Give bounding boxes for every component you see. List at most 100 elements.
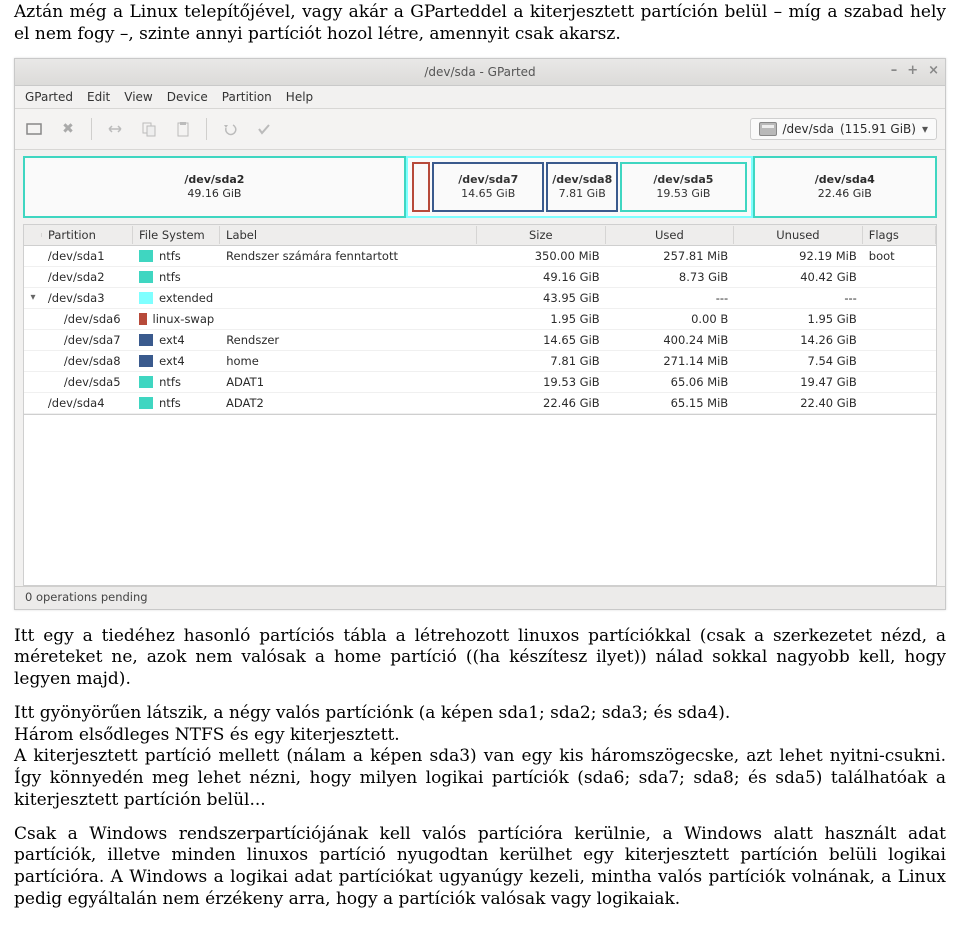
cell-size: 14.65 GiB (477, 331, 606, 349)
cell-filesystem: ext4 (133, 331, 220, 349)
toolbar: ✖ /dev/sda (115.91 GiB) ▾ (15, 109, 945, 150)
table-header-row[interactable]: Partition File System Label Size Used Un… (23, 224, 937, 246)
disk-map-subsegment[interactable] (412, 162, 430, 212)
paragraph: Csak a Windows rendszerpartíciójának kel… (14, 824, 946, 911)
cell-label: home (220, 352, 477, 370)
device-selector[interactable]: /dev/sda (115.91 GiB) ▾ (750, 118, 937, 140)
cell-filesystem: ext4 (133, 352, 220, 370)
table-row[interactable]: /dev/sda5ntfsADAT119.53 GiB65.06 MiB19.4… (24, 372, 936, 393)
cell-size: 22.46 GiB (477, 394, 606, 412)
row-toggle-icon[interactable] (24, 317, 42, 321)
disk-map-subsegment[interactable]: /dev/sda87.81 GiB (546, 162, 618, 212)
table-blank-area (23, 415, 937, 586)
cell-partition: /dev/sda5 (42, 373, 133, 391)
cell-flags (863, 296, 936, 300)
disk-map-subsegment[interactable]: /dev/sda714.65 GiB (432, 162, 544, 212)
row-toggle-icon[interactable] (24, 275, 42, 279)
row-toggle-icon[interactable] (24, 359, 42, 363)
document-text: Aztán még a Linux telepítőjével, vagy ak… (0, 0, 960, 46)
row-toggle-icon[interactable] (24, 380, 42, 384)
menu-partition[interactable]: Partition (222, 90, 272, 104)
maximize-icon[interactable]: + (907, 63, 918, 78)
fs-color-swatch (139, 334, 153, 346)
partition-table: Partition File System Label Size Used Un… (23, 224, 937, 415)
delete-icon[interactable]: ✖ (57, 118, 79, 140)
cell-used: 271.14 MiB (606, 352, 735, 370)
table-row[interactable]: /dev/sda7ext4Rendszer14.65 GiB400.24 MiB… (24, 330, 936, 351)
new-partition-icon[interactable] (23, 118, 45, 140)
undo-icon[interactable] (219, 118, 241, 140)
table-row[interactable]: ▾/dev/sda3extended43.95 GiB------ (24, 288, 936, 309)
cell-label (220, 317, 477, 321)
disk-map-subsegment[interactable]: /dev/sda519.53 GiB (620, 162, 746, 212)
resize-icon[interactable] (104, 118, 126, 140)
toolbar-separator (206, 118, 207, 140)
table-row[interactable]: /dev/sda2ntfs49.16 GiB8.73 GiB40.42 GiB (24, 267, 936, 288)
row-toggle-icon[interactable]: ▾ (24, 290, 42, 305)
status-bar: 0 operations pending (15, 586, 945, 609)
table-row[interactable]: /dev/sda1ntfsRendszer számára fenntartot… (24, 246, 936, 267)
paste-icon[interactable] (172, 118, 194, 140)
menu-help[interactable]: Help (286, 90, 313, 104)
cell-label (220, 275, 477, 279)
col-filesystem[interactable]: File System (133, 226, 220, 244)
chevron-down-icon: ▾ (922, 122, 928, 136)
cell-unused: 22.40 GiB (734, 394, 863, 412)
row-toggle-icon[interactable] (24, 254, 42, 258)
disk-map-segment[interactable]: /dev/sda714.65 GiB/dev/sda87.81 GiB/dev/… (406, 156, 753, 218)
cell-used: 0.00 B (606, 310, 735, 328)
copy-icon[interactable] (138, 118, 160, 140)
disk-map[interactable]: /dev/sda249.16 GiB/dev/sda714.65 GiB/dev… (23, 156, 937, 218)
cell-flags (863, 275, 936, 279)
cell-used: 257.81 MiB (606, 247, 735, 265)
cell-unused: --- (734, 289, 863, 307)
cell-size: 43.95 GiB (477, 289, 606, 307)
gparted-window: /dev/sda - GParted – + × GParted Edit Vi… (14, 58, 946, 610)
col-unused[interactable]: Unused (734, 226, 863, 244)
minimize-icon[interactable]: – (891, 63, 898, 78)
disk-map-segment[interactable]: /dev/sda422.46 GiB (753, 156, 937, 218)
menu-gparted[interactable]: GParted (25, 90, 73, 104)
fs-color-swatch (139, 271, 153, 283)
cell-used: 8.73 GiB (606, 268, 735, 286)
cell-used: --- (606, 289, 735, 307)
col-size[interactable]: Size (477, 226, 606, 244)
cell-partition: /dev/sda1 (42, 247, 133, 265)
cell-used: 400.24 MiB (606, 331, 735, 349)
cell-partition: /dev/sda8 (42, 352, 133, 370)
titlebar[interactable]: /dev/sda - GParted – + × (15, 59, 945, 86)
cell-size: 350.00 MiB (477, 247, 606, 265)
window-title: /dev/sda - GParted (15, 59, 945, 85)
table-row[interactable]: /dev/sda6linux-swap1.95 GiB0.00 B1.95 Gi… (24, 309, 936, 330)
paragraph: Aztán még a Linux telepítőjével, vagy ak… (14, 2, 946, 46)
fs-color-swatch (139, 250, 153, 262)
cell-size: 19.53 GiB (477, 373, 606, 391)
col-flags[interactable]: Flags (863, 226, 936, 244)
cell-flags: boot (863, 247, 936, 265)
col-partition[interactable]: Partition (42, 226, 133, 244)
row-toggle-icon[interactable] (24, 338, 42, 342)
disk-map-segment[interactable]: /dev/sda249.16 GiB (23, 156, 406, 218)
cell-filesystem: ntfs (133, 247, 220, 265)
col-used[interactable]: Used (606, 226, 735, 244)
close-icon[interactable]: × (928, 63, 939, 78)
menu-edit[interactable]: Edit (87, 90, 110, 104)
cell-label: Rendszer (220, 331, 477, 349)
cell-partition: /dev/sda2 (42, 268, 133, 286)
cell-unused: 92.19 MiB (734, 247, 863, 265)
cell-label: ADAT2 (220, 394, 477, 412)
cell-used: 65.06 MiB (606, 373, 735, 391)
table-row[interactable]: /dev/sda8ext4home7.81 GiB271.14 MiB7.54 … (24, 351, 936, 372)
cell-partition: /dev/sda6 (42, 310, 133, 328)
col-label[interactable]: Label (220, 226, 477, 244)
fs-color-swatch (139, 376, 153, 388)
row-toggle-icon[interactable] (24, 401, 42, 405)
cell-unused: 19.47 GiB (734, 373, 863, 391)
fs-color-swatch (139, 397, 153, 409)
menu-view[interactable]: View (124, 90, 152, 104)
menubar: GParted Edit View Device Partition Help (15, 86, 945, 109)
hdd-icon (759, 122, 777, 136)
table-row[interactable]: /dev/sda4ntfsADAT222.46 GiB65.15 MiB22.4… (24, 393, 936, 414)
menu-device[interactable]: Device (167, 90, 208, 104)
apply-icon[interactable] (253, 118, 275, 140)
